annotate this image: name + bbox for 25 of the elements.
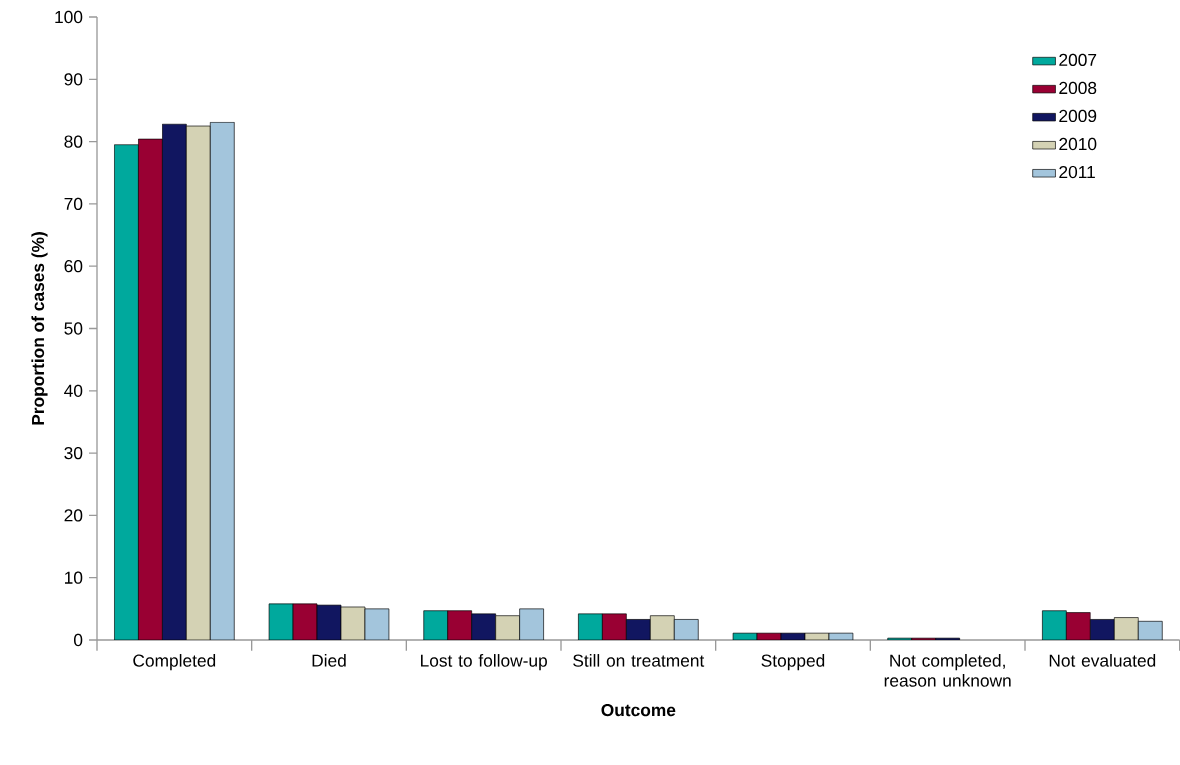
y-tick-label: 70 bbox=[64, 197, 83, 211]
y-tick-label: 100 bbox=[55, 10, 83, 24]
y-tick-label: 40 bbox=[64, 384, 83, 397]
legend-label: 2007 bbox=[1059, 53, 1097, 67]
x-tick-label: Died bbox=[312, 654, 346, 667]
y-axis-title: Proportion of cases (%) bbox=[31, 232, 48, 425]
y-tick-label: 10 bbox=[65, 571, 83, 584]
x-tick-label: Lost to follow-up bbox=[421, 654, 547, 671]
legend-label: 2009 bbox=[1059, 109, 1097, 123]
x-tick-label: Not evaluated bbox=[1049, 654, 1156, 667]
y-tick-label: 20 bbox=[64, 509, 83, 522]
legend-label: 2011 bbox=[1059, 165, 1095, 179]
y-tick-label: 30 bbox=[64, 446, 83, 460]
x-axis-title: Outcome bbox=[601, 703, 676, 717]
y-tick-label: 90 bbox=[64, 73, 83, 86]
y-tick-label: 50 bbox=[64, 322, 83, 335]
y-tick-label: 80 bbox=[64, 135, 83, 148]
x-tick-label: Completed bbox=[133, 654, 216, 671]
x-tick-label: Stopped bbox=[761, 654, 825, 671]
x-tick-label: Still on treatment bbox=[573, 654, 705, 667]
legend-label: 2010 bbox=[1059, 137, 1097, 151]
legend-label: 2008 bbox=[1059, 81, 1097, 95]
y-tick-label: 0 bbox=[73, 633, 83, 647]
y-tick-label: 60 bbox=[64, 260, 83, 273]
x-tick-label: Not completed, reason unknown bbox=[884, 654, 1011, 687]
